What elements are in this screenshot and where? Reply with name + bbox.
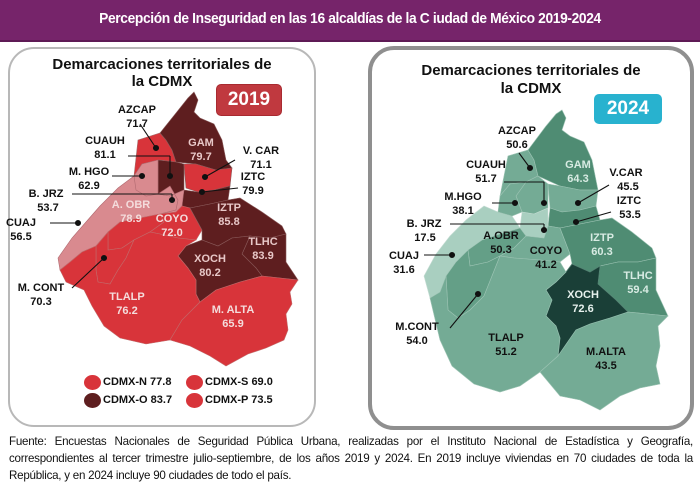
label-iztp-value: 85.8 [218, 216, 239, 228]
label-bjrz-value: 17.5 [414, 232, 435, 244]
label-cuaj-value: 31.6 [393, 264, 414, 276]
legend-item: CDMX-N 77.8 [84, 374, 171, 390]
label-azcap-name: AZCAP [498, 125, 536, 137]
leaders-2019 [50, 123, 239, 289]
label-cuauh-value: 81.1 [94, 149, 115, 161]
label-tlalp-value: 76.2 [116, 305, 137, 317]
label-cuauh-value: 51.7 [475, 173, 496, 185]
label-azcap-value: 71.7 [126, 118, 147, 130]
label-gam-name: GAM [188, 137, 214, 149]
legend-item: CDMX-S 69.0 [186, 374, 273, 390]
label-mhgo-name: M. HGO [69, 166, 110, 178]
title-banner: Percepción de Inseguridad en las 16 alca… [0, 0, 700, 42]
label-gam-name: GAM [565, 159, 591, 171]
map-title-line2: la CDMX [131, 73, 193, 90]
label-cuaj-value: 56.5 [10, 231, 31, 243]
region-tlalp[interactable] [429, 255, 567, 393]
legend-item: CDMX-P 73.5 [186, 392, 273, 408]
label-vcar-name: V.CAR [609, 167, 642, 179]
label-tlhc-name: TLHC [623, 270, 652, 282]
label-xoch-value: 80.2 [199, 267, 220, 279]
page-title: Percepción de Inseguridad en las 16 alca… [99, 10, 601, 27]
map-2019: AZCAP 71.7 CUAUH 81.1 GAM 79.7 V. CAR 71… [6, 91, 299, 367]
label-xoch-name: XOCH [194, 253, 226, 265]
label-mcont-value: 54.0 [406, 335, 427, 347]
region-malta[interactable] [169, 275, 299, 367]
legend-swatch [84, 374, 101, 390]
label-aobr-name: A. OBR [112, 199, 151, 211]
label-tlalp-value: 51.2 [495, 346, 516, 358]
label-xoch-value: 72.6 [572, 303, 593, 315]
label-malta-value: 43.5 [595, 360, 616, 372]
label-mcont-value: 70.3 [30, 296, 51, 308]
region-tlalp[interactable] [59, 231, 201, 345]
label-tlhc-name: TLHC [248, 236, 277, 248]
label-coyo-name: COYO [530, 245, 563, 257]
map-title-line1: Demarcaciones territoriales de [421, 62, 641, 79]
label-iztp-value: 60.3 [591, 246, 612, 258]
labels-2024: AZCAP 50.6 CUAUH 51.7 GAM 64.3 V.CAR 45.… [389, 125, 653, 372]
label-tlhc-value: 83.9 [252, 250, 273, 262]
year-badge: 2019 [216, 84, 282, 116]
label-tlalp-name: TLALP [488, 332, 523, 344]
legend-swatch [186, 392, 203, 408]
label-mcont-name: M.CONT [395, 321, 439, 333]
map-title-line1: Demarcaciones territoriales de [52, 56, 272, 73]
label-mhgo-value: 38.1 [452, 205, 473, 217]
label-malta-name: M.ALTA [586, 346, 626, 358]
year-badge: 2024 [594, 94, 662, 124]
label-azcap-name: AZCAP [118, 104, 156, 116]
regions-2019 [57, 91, 299, 367]
label-malta-value: 65.9 [222, 318, 243, 330]
region-gam[interactable] [527, 109, 599, 191]
region-mhgo[interactable] [497, 181, 527, 217]
label-coyo-name: COYO [156, 213, 189, 225]
label-iztc-value: 53.5 [619, 209, 640, 221]
legend-item: CDMX-O 83.7 [84, 392, 172, 408]
region-gam[interactable] [159, 91, 233, 171]
label-bjrz-name: B. JRZ [407, 218, 442, 230]
label-iztc-name: IZTC [241, 171, 265, 183]
leaders-2024 [424, 152, 612, 329]
label-mhgo-value: 62.9 [78, 180, 99, 192]
label-vcar-name: V. CAR [243, 145, 279, 157]
labels-2019: AZCAP 71.7 CUAUH 81.1 GAM 79.7 V. CAR 71… [6, 104, 279, 330]
label-iztp-name: IZTP [590, 232, 614, 244]
label-aobr-name: A.OBR [483, 230, 519, 242]
label-cuaj-name: CUAJ [389, 250, 419, 262]
label-bjrz-value: 53.7 [37, 202, 58, 214]
label-malta-name: M. ALTA [212, 304, 255, 316]
label-iztc-name: IZTC [617, 195, 641, 207]
label-coyo-value: 72.0 [161, 227, 182, 239]
label-tlhc-value: 59.4 [627, 284, 649, 296]
label-bjrz-name: B. JRZ [29, 188, 64, 200]
label-cuaj-name: CUAJ [6, 217, 36, 229]
label-vcar-value: 71.1 [250, 159, 271, 171]
label-mhgo-name: M.HGO [444, 191, 482, 203]
label-iztp-name: IZTP [217, 202, 241, 214]
legend-swatch [84, 392, 101, 408]
label-aobr-value: 78.9 [120, 213, 141, 225]
label-mcont-name: M. CONT [18, 282, 65, 294]
label-coyo-value: 41.2 [535, 259, 556, 271]
region-malta[interactable] [539, 311, 669, 411]
label-cuauh-name: CUAUH [466, 159, 506, 171]
label-cuauh-name: CUAUH [85, 135, 125, 147]
source-note: Fuente: Encuestas Nacionales de Segurida… [9, 435, 693, 482]
label-azcap-value: 50.6 [506, 139, 527, 151]
label-iztc-value: 79.9 [242, 185, 263, 197]
label-tlalp-name: TLALP [109, 291, 144, 303]
label-vcar-value: 45.5 [617, 181, 638, 193]
label-gam-value: 79.7 [190, 151, 211, 163]
label-gam-value: 64.3 [567, 173, 588, 185]
legend-swatch [186, 374, 203, 390]
label-aobr-value: 50.3 [490, 244, 511, 256]
regions-2024 [423, 109, 669, 411]
map-2024: AZCAP 50.6 CUAUH 51.7 GAM 64.3 V.CAR 45.… [389, 109, 669, 411]
map-title-line2: la CDMX [500, 80, 562, 97]
label-xoch-name: XOCH [567, 289, 599, 301]
